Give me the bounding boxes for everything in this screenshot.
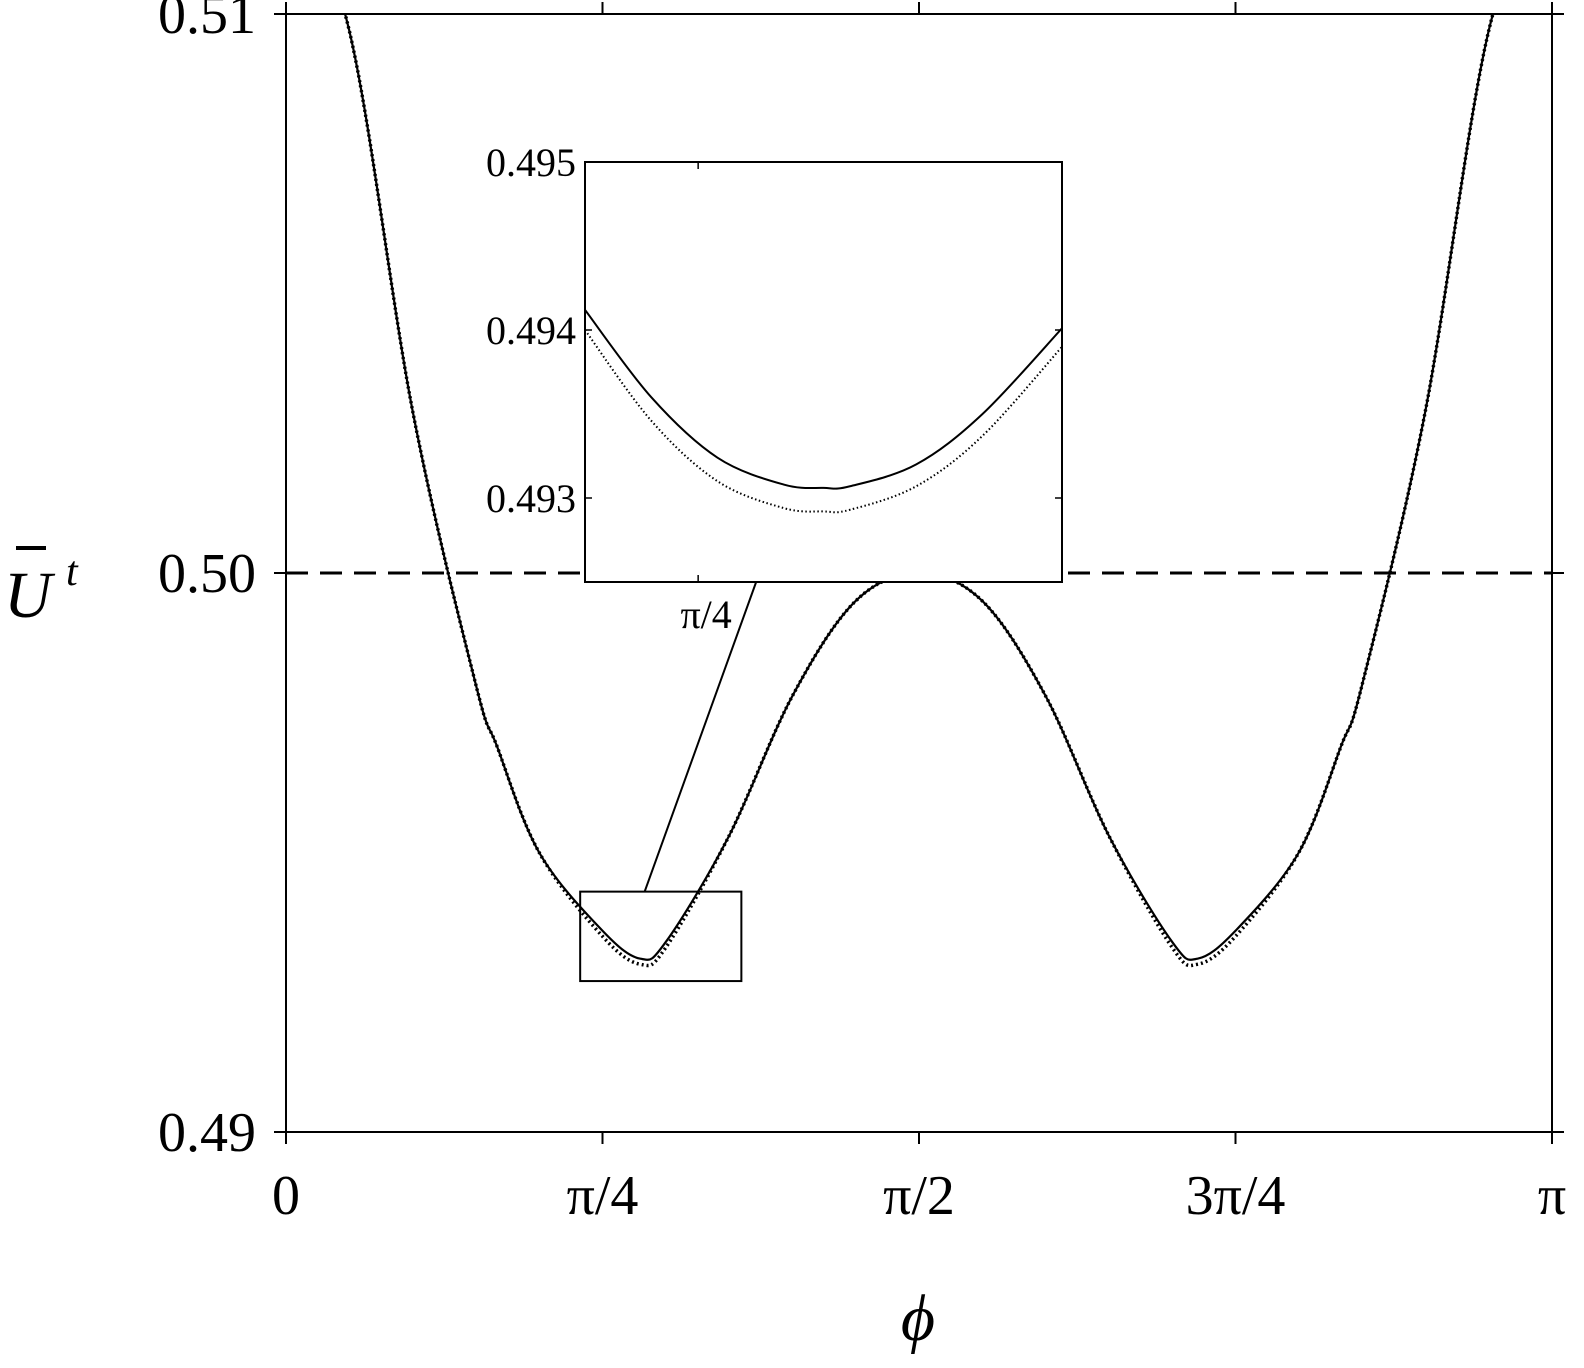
inset-x-tick-label: π/4 <box>680 592 731 637</box>
x-tick-label: π <box>1538 1165 1566 1227</box>
x-axis-title: ϕ <box>901 1282 935 1355</box>
main-ticks <box>274 2 1564 1144</box>
zoom-connector-line <box>643 581 758 892</box>
inset-ticks <box>585 161 1062 582</box>
inset-series-solid <box>585 309 1062 490</box>
x-tick-label: π/4 <box>567 1165 639 1227</box>
inset-y-tick-label: 0.494 <box>486 308 576 353</box>
y-axis-title-main: U <box>4 559 56 632</box>
y-tick-label: 0.50 <box>158 543 256 605</box>
inset-y-tick-label: 0.493 <box>486 476 576 521</box>
x-tick-label: 3π/4 <box>1186 1165 1286 1227</box>
inset-y-tick-label: 0.495 <box>486 140 576 185</box>
y-tick-label: 0.49 <box>158 1102 256 1164</box>
y-tick-label: 0.51 <box>158 0 256 46</box>
x-tick-label: 0 <box>272 1165 300 1227</box>
inset-series-dotted <box>585 329 1062 514</box>
x-tick-label: π/2 <box>883 1165 955 1227</box>
y-axis-title: U t <box>4 546 79 632</box>
main-tick-labels: 0 π/4 π/2 3π/4 π 0.49 0.50 0.51 <box>158 0 1566 1227</box>
inset-plot-frame <box>584 161 1063 583</box>
y-axis-title-superscript: t <box>66 549 79 595</box>
zoom-box <box>579 890 743 983</box>
inset-tick-labels: π/4 0.493 0.494 0.495 <box>486 140 732 637</box>
